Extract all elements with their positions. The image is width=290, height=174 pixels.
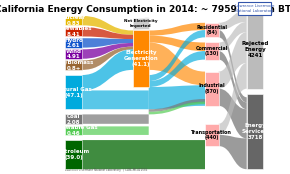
Bar [205,124,219,146]
PathPatch shape [149,36,205,51]
PathPatch shape [133,18,149,30]
PathPatch shape [82,114,149,124]
Text: Coal
2.08: Coal 2.08 [67,114,80,125]
Bar [133,30,149,87]
Text: Energy
Services
3718: Energy Services 3718 [242,123,268,140]
PathPatch shape [219,63,247,135]
Bar [65,38,82,48]
Text: Renewables
8.41: Renewables 8.41 [55,26,93,37]
PathPatch shape [219,22,247,51]
PathPatch shape [149,30,205,81]
Text: Coal/Biomass
0.8+: Coal/Biomass 0.8+ [53,60,94,71]
PathPatch shape [149,42,205,85]
PathPatch shape [149,23,205,36]
Bar [247,10,263,89]
Text: Hydro
2.61: Hydro 2.61 [64,38,83,48]
PathPatch shape [82,16,133,35]
Bar [65,126,82,135]
Bar [133,18,149,29]
PathPatch shape [149,99,205,112]
Text: Lawrence Livermore National Laboratory  |  LLNL-MI-411556: Lawrence Livermore National Laboratory |… [65,168,148,172]
Bar [65,16,82,25]
Text: Lawrence Livermore
National Laboratory: Lawrence Livermore National Laboratory [235,4,274,13]
Text: Transportation
(440): Transportation (440) [191,129,232,140]
PathPatch shape [82,47,133,70]
Text: Wind
4.91: Wind 4.91 [66,49,82,60]
PathPatch shape [82,140,205,169]
Text: Renewable Gas
0.46: Renewable Gas 0.46 [50,125,97,136]
PathPatch shape [82,90,149,109]
Text: Commercial
(130): Commercial (130) [195,46,228,56]
PathPatch shape [219,89,247,138]
Bar [65,60,82,70]
PathPatch shape [82,38,133,48]
PathPatch shape [82,27,133,39]
Text: Residential
(84): Residential (84) [196,25,227,35]
PathPatch shape [149,85,205,109]
PathPatch shape [82,49,133,90]
Text: Natural Gas
(47.1): Natural Gas (47.1) [55,87,92,98]
PathPatch shape [219,32,247,89]
PathPatch shape [219,30,247,102]
Bar [205,42,219,60]
Text: Rejected
Energy
4241: Rejected Energy 4241 [241,41,269,58]
PathPatch shape [219,10,247,30]
PathPatch shape [219,135,247,169]
Bar [205,72,219,106]
Text: Nuclear
0.83: Nuclear 0.83 [62,15,86,26]
Bar [247,94,263,169]
PathPatch shape [149,51,205,87]
Bar [238,2,271,15]
Bar [205,23,219,37]
Bar [65,140,82,169]
Text: Petroleum
(39.0): Petroleum (39.0) [58,149,90,160]
PathPatch shape [149,102,205,114]
Bar [65,27,82,37]
PathPatch shape [82,126,149,135]
Text: California Energy Consumption in 2014: ~ 7959 Trillion BTU: California Energy Consumption in 2014: ~… [0,5,290,14]
Bar [65,49,82,59]
Text: Electricity
Generation
(41.1): Electricity Generation (41.1) [124,50,158,67]
PathPatch shape [82,43,133,59]
Text: Net Electricity
Imported: Net Electricity Imported [124,19,158,27]
Bar [65,114,82,124]
Text: Industrial
(870): Industrial (870) [198,83,225,94]
Bar [65,75,82,109]
PathPatch shape [219,51,247,109]
